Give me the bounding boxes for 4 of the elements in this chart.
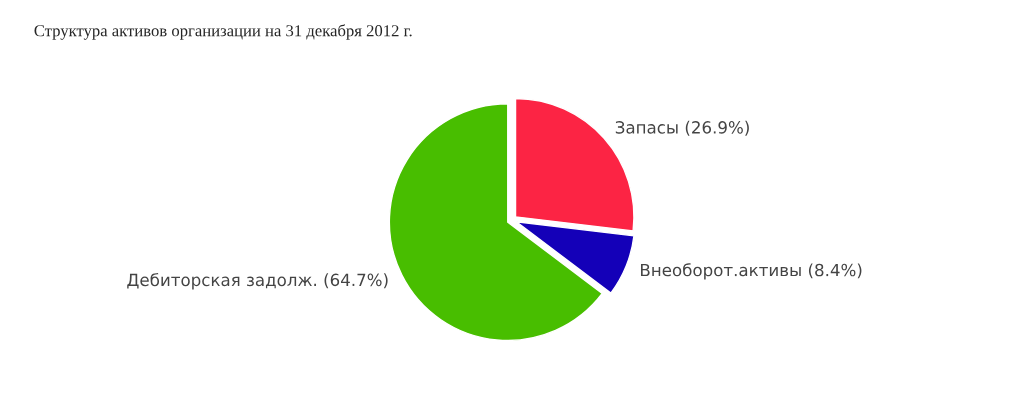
slice-label: Внеоборот.активы (8.4%): [641, 263, 862, 280]
chart-title: Структура активов организации на 31 декабря 2012 г.: [34, 24, 412, 40]
slice-label: Дебиторская задолж. (64.7%): [127, 272, 388, 290]
slice-label: Запасы (26.9%): [615, 120, 749, 136]
